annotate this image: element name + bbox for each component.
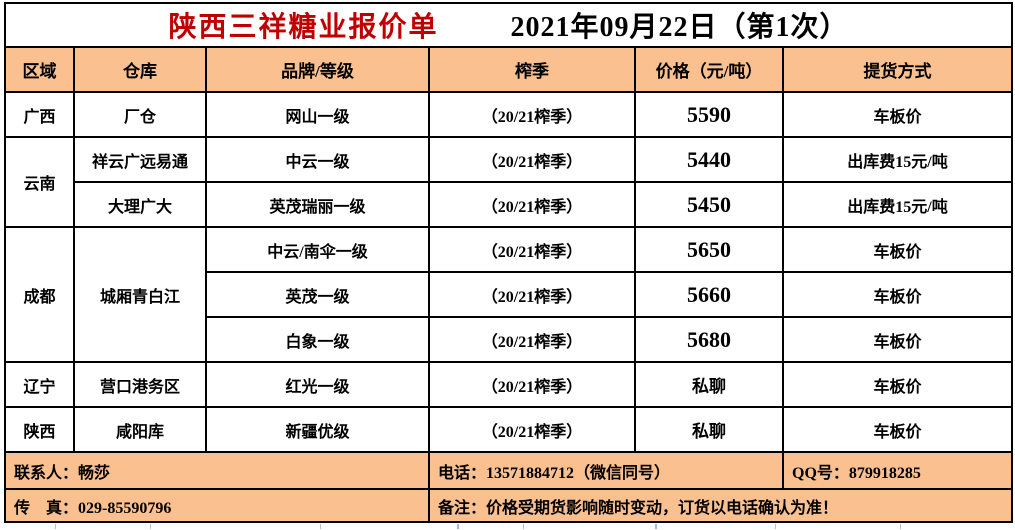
table-row: 英茂一级 （20/21榨季） 5660 车板价 — [5, 271, 1013, 318]
delivery-cell: 出库费15元/吨 — [782, 136, 1013, 183]
table-header-row: 区域 仓库 品牌/等级 榨季 价格（元/吨） 提货方式 — [4, 46, 1013, 93]
brand-cell: 白象一级 — [205, 316, 430, 363]
season-cell: （20/21榨季） — [428, 316, 636, 363]
brand-cell: 中云/南伞一级 — [205, 226, 430, 273]
grid-tick — [775, 524, 776, 529]
warehouse-cell: 咸阳库 — [73, 406, 207, 453]
table-row: 白象一级 （20/21榨季） 5680 车板价 — [5, 316, 1013, 363]
season-cell: （20/21榨季） — [428, 181, 636, 228]
brand-cell: 新疆优级 — [205, 406, 430, 453]
table-row: 陕西 咸阳库 新疆优级 （20/21榨季） 私聊 车板价 — [4, 406, 1013, 453]
brand-cell: 网山一级 — [205, 91, 430, 138]
header-price: 价格（元/吨） — [634, 46, 784, 93]
delivery-cell: 车板价 — [782, 361, 1013, 408]
warehouse-cell: 厂仓 — [73, 91, 207, 138]
season-cell: （20/21榨季） — [428, 406, 636, 453]
table-row: 大理广大 英茂瑞丽一级 （20/21榨季） 5450 出库费15元/吨 — [5, 181, 1013, 228]
season-cell: （20/21榨季） — [428, 361, 636, 408]
grid-tick — [900, 524, 901, 529]
fax-cell: 传 真：029-85590796 — [4, 488, 430, 523]
contact-cell: 联系人：畅莎 — [4, 451, 430, 490]
table-row: 广西 厂仓 网山一级 （20/21榨季） 5590 车板价 — [4, 91, 1013, 138]
header-warehouse: 仓库 — [73, 46, 207, 93]
price-cell: 5680 — [634, 316, 784, 363]
delivery-cell: 车板价 — [782, 226, 1013, 273]
quote-date: 2021年09月22日（第1次） — [510, 12, 849, 43]
company-title: 陕西三祥糖业报价单 — [168, 12, 439, 43]
region-cell: 云南 — [4, 136, 75, 228]
header-delivery: 提货方式 — [782, 46, 1013, 93]
note-cell: 备注：价格受期货影响随时变动，订货以电话确认为准！ — [428, 488, 1013, 523]
qq-cell: QQ号：879918285 — [782, 451, 1013, 490]
spreadsheet-gridline-strip — [0, 523, 1015, 530]
brand-cell: 红光一级 — [205, 361, 430, 408]
price-cell: 5590 — [634, 91, 784, 138]
delivery-cell: 车板价 — [782, 91, 1013, 138]
price-cell: 5440 — [634, 136, 784, 183]
quote-table: 陕西三祥糖业报价单 2021年09月22日（第1次） 区域 仓库 品牌/等级 榨… — [4, 2, 1013, 523]
price-cell: 5660 — [634, 271, 784, 318]
region-cell: 辽宁 — [4, 361, 75, 408]
grid-tick — [655, 524, 657, 529]
header-season: 榨季 — [428, 46, 636, 93]
season-cell: （20/21榨季） — [428, 226, 636, 273]
season-cell: （20/21榨季） — [428, 91, 636, 138]
table-row: 云南 祥云广远易通 中云一级 （20/21榨季） 5440 出库费15元/吨 — [4, 136, 1013, 228]
season-cell: （20/21榨季） — [428, 271, 636, 318]
footer-row: 联系人：畅莎 电话：13571884712（微信同号） QQ号：87991828… — [4, 451, 1013, 490]
price-cell: 私聊 — [634, 361, 784, 408]
price-cell: 5450 — [634, 181, 784, 228]
delivery-cell: 车板价 — [782, 406, 1013, 453]
warehouse-cell: 大理广大 — [73, 181, 207, 228]
region-cell: 成都 — [4, 226, 75, 363]
grid-tick — [55, 524, 56, 529]
warehouse-cell: 祥云广远易通 — [73, 136, 207, 183]
title-line: 陕西三祥糖业报价单 2021年09月22日（第1次） — [7, 5, 1010, 45]
delivery-cell: 出库费15元/吨 — [782, 181, 1013, 228]
grid-tick — [457, 524, 459, 529]
season-cell: （20/21榨季） — [428, 136, 636, 183]
delivery-cell: 车板价 — [782, 316, 1013, 363]
region-cell: 陕西 — [4, 406, 75, 453]
brand-cell: 英茂一级 — [205, 271, 430, 318]
region-cell: 广西 — [4, 91, 75, 138]
delivery-cell: 车板价 — [782, 271, 1013, 318]
table-row: 辽宁 营口港务区 红光一级 （20/21榨季） 私聊 车板价 — [4, 361, 1013, 408]
brand-cell: 英茂瑞丽一级 — [205, 181, 430, 228]
brand-cell: 中云一级 — [205, 136, 430, 183]
price-cell: 5650 — [634, 226, 784, 273]
grid-tick — [523, 524, 524, 529]
header-brand: 品牌/等级 — [205, 46, 430, 93]
title-cell: 陕西三祥糖业报价单 2021年09月22日（第1次） — [4, 2, 1013, 48]
grid-tick — [320, 524, 321, 529]
phone-cell: 电话：13571884712（微信同号） — [428, 451, 784, 490]
footer-row: 传 真：029-85590796 备注：价格受期货影响随时变动，订货以电话确认为… — [4, 488, 1013, 523]
price-cell: 私聊 — [634, 406, 784, 453]
warehouse-cell: 城厢青白江 — [73, 226, 207, 363]
header-region: 区域 — [4, 46, 75, 93]
table-row: 成都 城厢青白江 中云/南伞一级 （20/21榨季） 5650 车板价 — [4, 226, 1013, 363]
warehouse-cell: 营口港务区 — [73, 361, 207, 408]
grid-tick — [150, 524, 151, 529]
